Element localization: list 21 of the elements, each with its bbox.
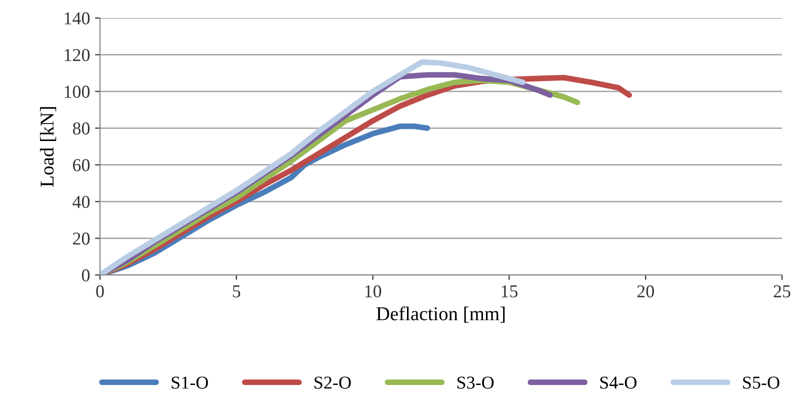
x-tick-label: 25 — [774, 285, 790, 298]
legend-label: S1-O — [172, 376, 208, 389]
y-tick-label: 120 — [64, 48, 90, 62]
y-tick-label: 140 — [64, 12, 90, 24]
y-tick-label: 0 — [82, 269, 90, 282]
x-tick-label: 10 — [365, 285, 382, 298]
x-tick-label: 5 — [232, 285, 240, 298]
y-tick-label: 40 — [72, 196, 90, 208]
y-tick-label: 80 — [72, 122, 90, 135]
x-tick-label: 15 — [502, 285, 518, 298]
x-tick-label: 0 — [96, 285, 104, 298]
x-axis-title: Deflaction [mm] — [376, 306, 505, 323]
y-tick-label: 60 — [73, 159, 90, 172]
y-tick-label: 100 — [64, 86, 90, 98]
legend-label: S3-O — [457, 376, 494, 389]
legend-label: S5-O — [743, 376, 780, 389]
legend-label: S2-O — [314, 376, 351, 389]
y-tick-label: 20 — [73, 232, 90, 245]
y-axis-title: Load [kN] — [40, 107, 56, 187]
legend-label: S4-O — [600, 376, 636, 389]
x-tick-label: 20 — [637, 285, 654, 298]
